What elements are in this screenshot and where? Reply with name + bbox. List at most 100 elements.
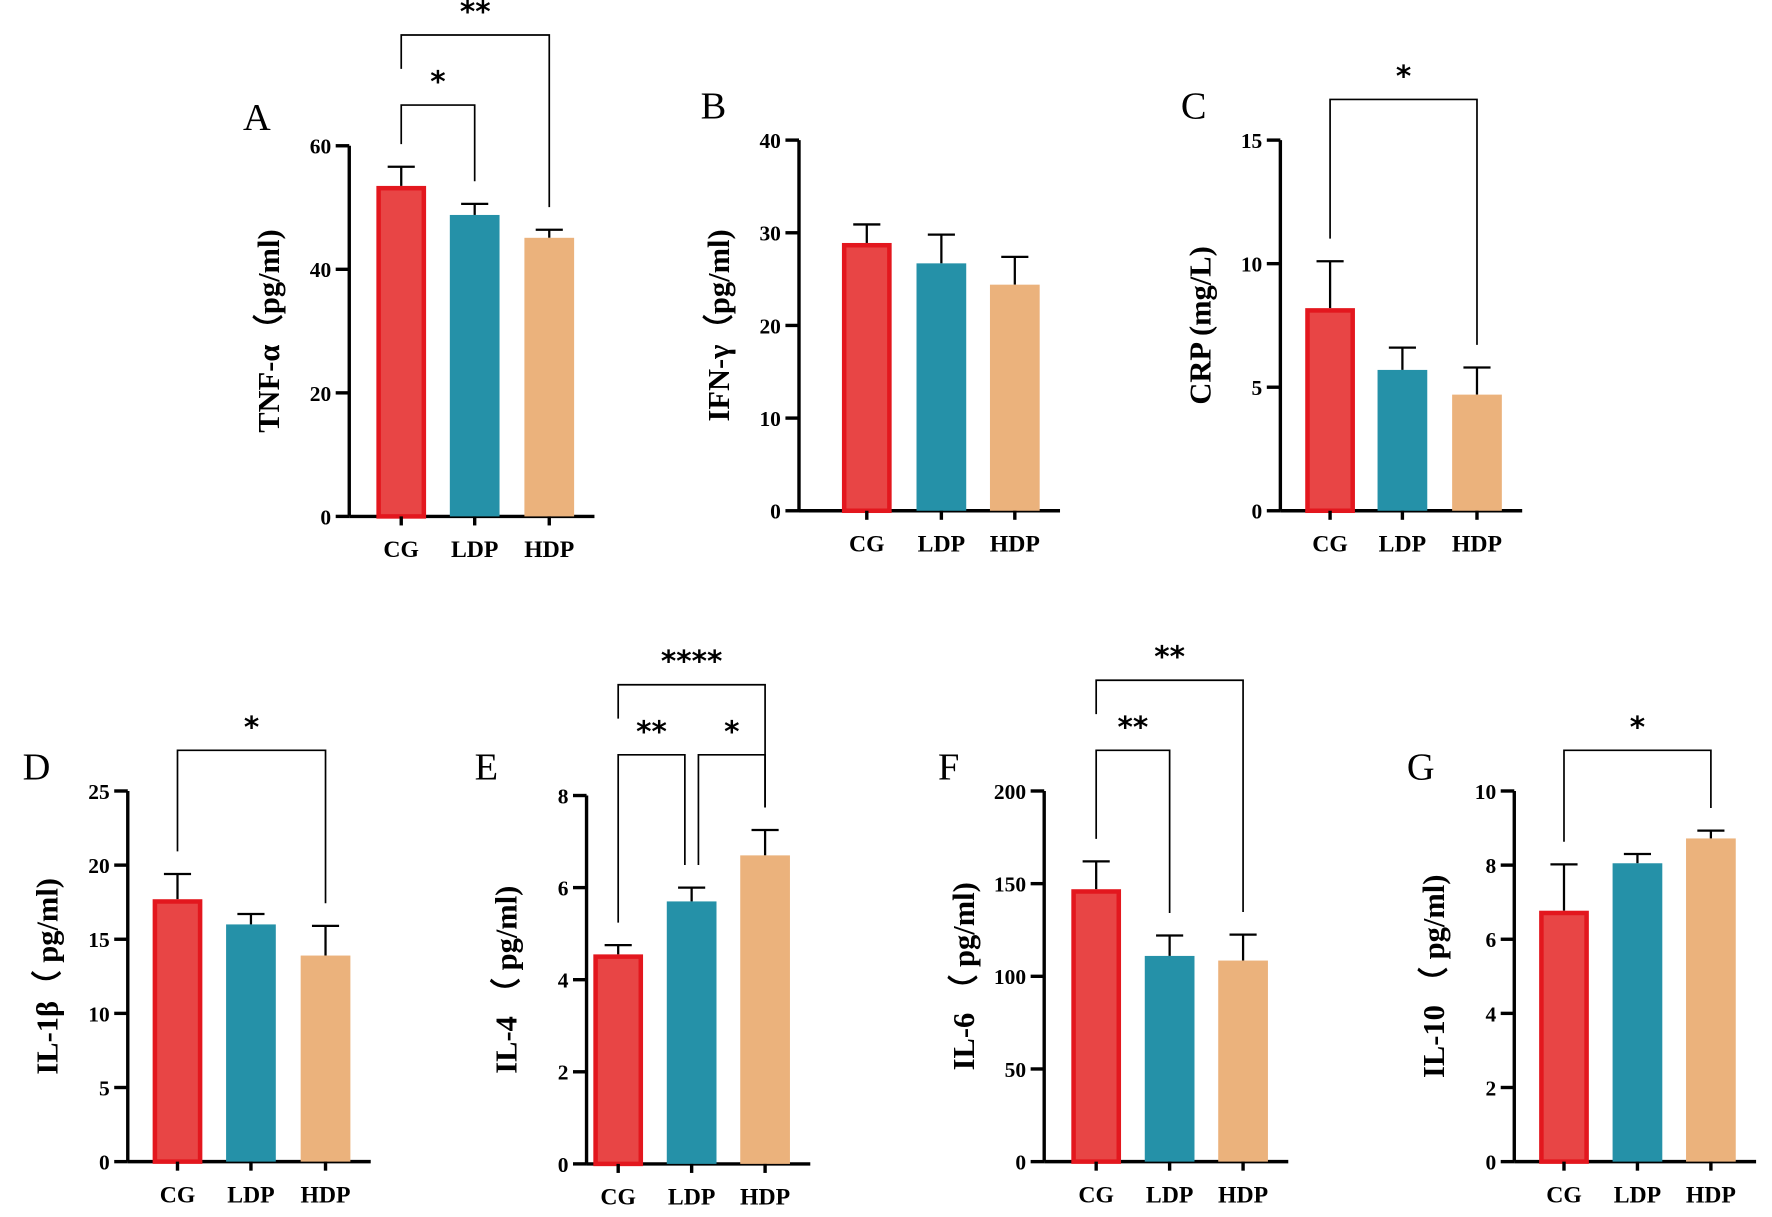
bar-cg	[376, 185, 427, 519]
x-tick-label: CG	[849, 531, 885, 557]
y-tick-label: 30	[759, 222, 780, 246]
bar-cg	[593, 954, 644, 1167]
y-tick-label: 15	[88, 928, 109, 952]
y-tick-label: 0	[1252, 500, 1263, 524]
significance-label: **	[1154, 640, 1185, 674]
y-tick-label: 40	[759, 129, 780, 153]
y-axis-label: IL-4 （ pg/ml)	[489, 886, 523, 1074]
x-tick-label: HDP	[1218, 1182, 1268, 1208]
bar-hdp	[740, 855, 790, 1164]
significance-label: ****	[661, 644, 722, 678]
y-tick-label: 0	[1015, 1151, 1026, 1175]
y-tick-label: 0	[1485, 1151, 1496, 1175]
significance-label: **	[460, 0, 491, 28]
x-tick-label: CG	[600, 1185, 636, 1211]
x-tick-label: CG	[1312, 531, 1348, 557]
y-tick-label: 0	[770, 500, 781, 524]
bar-ldp	[226, 924, 276, 1162]
bar-hdp	[1218, 960, 1268, 1162]
x-tick-label: LDP	[668, 1185, 715, 1211]
y-tick-label: 0	[320, 505, 331, 529]
y-axis-label: TNF-α（pg/ml)	[252, 229, 286, 432]
bar-hdp	[989, 284, 1040, 511]
panel-label: E	[475, 747, 498, 789]
y-tick-label: 4	[558, 969, 569, 993]
bar-cg	[152, 899, 203, 1164]
y-tick-label: 8	[1485, 854, 1496, 878]
significance-bracket	[1095, 679, 1244, 913]
panel-b: B 0 10 20 30 40 IFN-γ（pg/ml) CG LDP HDP	[701, 86, 1061, 557]
panel-label: G	[1407, 747, 1435, 789]
y-tick-label: 15	[1241, 129, 1262, 153]
significance-bracket	[617, 753, 686, 923]
significance-bracket	[1563, 749, 1712, 842]
y-tick-label: 6	[558, 877, 569, 901]
bar-ldp	[1144, 955, 1195, 1162]
significance-label: *	[430, 65, 445, 99]
y-tick-label: 4	[1485, 1002, 1496, 1026]
bar-hdp	[1686, 838, 1736, 1162]
y-tick-label: 40	[310, 258, 331, 282]
y-axis-label: IL-10 （ pg/ml)	[1417, 875, 1451, 1078]
x-tick-label: CG	[383, 537, 419, 563]
panel-label: F	[938, 747, 959, 789]
x-tick-label: CG	[1078, 1182, 1114, 1208]
x-tick-label: LDP	[1146, 1182, 1193, 1208]
bar-ldp	[666, 901, 717, 1164]
bar-ldp	[449, 214, 500, 517]
y-tick-label: 0	[99, 1151, 110, 1175]
significance-label: *	[724, 714, 739, 748]
panel-c: C 0 5 10 15 CRP (mg/L) CG LDP HDP *	[1181, 59, 1523, 557]
significance-bracket	[400, 104, 476, 182]
x-tick-label: CG	[1546, 1182, 1582, 1208]
significance-bracket	[617, 683, 766, 808]
significance-bracket	[1329, 98, 1478, 345]
y-tick-label: 10	[1475, 780, 1496, 804]
bar-cg	[1071, 889, 1122, 1164]
y-axis-label: IL-1β（ pg/ml)	[31, 878, 65, 1075]
x-tick-label: LDP	[918, 531, 965, 557]
significance-bracket	[1095, 749, 1171, 913]
y-tick-label: 5	[99, 1076, 110, 1100]
bar-ldp	[1612, 863, 1663, 1162]
bar-hdp	[300, 955, 351, 1162]
x-tick-label: HDP	[524, 537, 574, 563]
y-tick-label: 100	[994, 965, 1026, 989]
y-tick-label: 2	[558, 1061, 569, 1085]
bar-hdp	[524, 237, 575, 517]
bar-cg	[1305, 308, 1355, 514]
x-tick-label: LDP	[1614, 1182, 1661, 1208]
y-tick-label: 10	[88, 1002, 109, 1026]
x-tick-label: HDP	[1452, 531, 1502, 557]
y-axis-label: CRP (mg/L)	[1183, 246, 1217, 404]
x-tick-label: CG	[160, 1182, 196, 1208]
y-axis-label: IL-6 （ pg/ml)	[947, 882, 981, 1070]
panel-f: F 0 50 100 150 200 IL-6 （ pg/ml) CG LDP HDP ** **	[938, 640, 1289, 1208]
y-tick-label: 20	[759, 314, 780, 338]
y-tick-label: 150	[994, 873, 1026, 897]
significance-label: **	[636, 714, 667, 748]
y-tick-label: 60	[310, 135, 331, 159]
panel-g: G 0 2 4 6 8 10 IL-10 （ pg/ml) CG LDP HDP *	[1407, 710, 1757, 1208]
y-tick-label: 20	[88, 854, 109, 878]
y-tick-label: 10	[759, 407, 780, 431]
bar-cg	[841, 242, 892, 514]
y-tick-label: 8	[558, 784, 569, 808]
significance-bracket	[400, 34, 551, 208]
x-tick-label: LDP	[1379, 531, 1426, 557]
significance-label: **	[1118, 710, 1149, 744]
x-tick-label: HDP	[740, 1185, 790, 1211]
bar-hdp	[1452, 394, 1502, 511]
y-tick-label: 2	[1485, 1076, 1496, 1100]
x-tick-label: HDP	[1686, 1182, 1736, 1208]
y-axis-label: IFN-γ（pg/ml)	[702, 229, 736, 421]
x-tick-label: LDP	[451, 537, 498, 563]
significance-bracket	[697, 753, 766, 866]
panel-label: A	[243, 97, 271, 139]
y-tick-label: 25	[88, 780, 109, 804]
panel-label: C	[1181, 86, 1207, 128]
y-tick-label: 6	[1485, 928, 1496, 952]
